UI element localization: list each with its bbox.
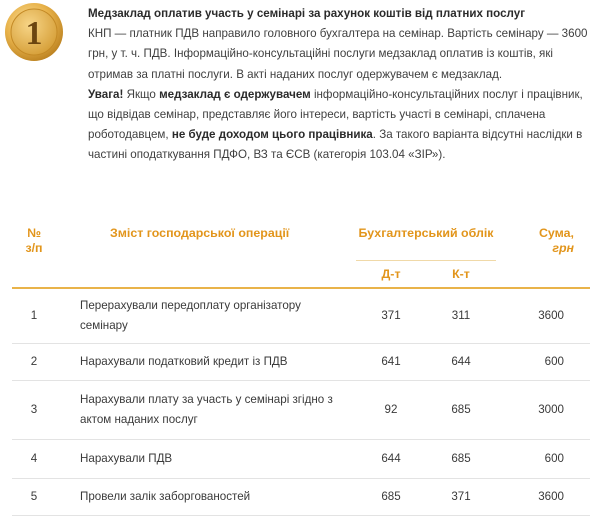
header-row: № з/п Зміст господарської операції Бухга… [12,220,590,261]
warning-text-1: Якщо [123,87,160,101]
gold-coin-icon: 1 [5,3,63,61]
row-content: Нарахували ПДВ [56,439,356,479]
row-credit: 685 [426,439,496,479]
table-row: 4 Нарахували ПДВ 644 685 600 [12,439,590,479]
row-debit: 644 [356,439,426,479]
row-number: 5 [12,478,56,516]
warning-bold-1: медзаклад є одержувачем [159,87,311,101]
row-credit: 644 [426,343,496,381]
sum-header: Сума, грн [496,220,590,288]
row-number: 4 [12,439,56,479]
debit-header: Д-т [356,260,426,288]
row-debit: 92 [356,380,426,440]
row-content: Перерахували передоплату організатору се… [56,288,356,344]
warning-text-2: інформаційно-консультаційних послуг і пр… [88,87,583,142]
intro-title: Медзаклад оплатив участь у семінарі за р… [88,7,526,20]
num-header: № з/п [12,220,56,288]
warning-bold-2: не буде доходом цього працівника [171,128,373,142]
row-content: Нарахували плату за участь у семінарі зг… [56,380,356,440]
row-debit: 685 [356,478,426,516]
table-row: 3 Нарахували плату за участь у семінарі … [12,380,590,440]
table-row: 5 Провели залік заборгованостей 685 371 … [12,478,590,516]
row-sum: 3600 [496,478,590,516]
row-sum: 3600 [496,288,590,344]
row-credit: 311 [426,288,496,344]
row-content: Провели залік заборгованостей [56,478,356,516]
row-sum: 600 [496,439,590,479]
warning-paragraph: Увага! Якщо медзаклад є одержувачем інфо… [88,85,590,166]
badge-number: 1 [26,15,43,52]
num-header-line2: з/п [25,241,43,255]
row-sum: 3000 [496,380,590,440]
num-header-line1: № [27,226,41,240]
row-credit: 685 [426,380,496,440]
table-row: 2 Нарахували податковий кредит із ПДВ 64… [12,343,590,381]
operations-table: № з/п Зміст господарської операції Бухга… [12,220,590,516]
warning-text-3: . За такого варіанта відсутні наслідки в… [88,128,583,162]
row-number: 1 [12,288,56,344]
number-badge: 1 [4,2,64,62]
row-debit: 371 [356,288,426,344]
table-row: 1 Перерахували передоплату організатору … [12,288,590,344]
row-content: Нарахували податковий кредит із ПДВ [56,343,356,381]
warning-label: Увага! [88,87,124,101]
sum-header-label: Сума, [538,226,574,240]
row-number: 3 [12,380,56,440]
accounting-header: Бухгалтерський облік [358,226,494,240]
content-header: Зміст господарської операції [110,226,290,240]
intro-paragraph: КНП — платник ПДВ направило головного бу… [88,27,588,81]
sum-header-unit: грн [552,241,574,255]
row-number: 2 [12,343,56,381]
credit-header: К-т [426,260,496,288]
row-credit: 371 [426,478,496,516]
intro-block: Медзаклад оплатив участь у семінарі за р… [88,4,590,166]
row-debit: 641 [356,343,426,381]
row-sum: 600 [496,343,590,381]
